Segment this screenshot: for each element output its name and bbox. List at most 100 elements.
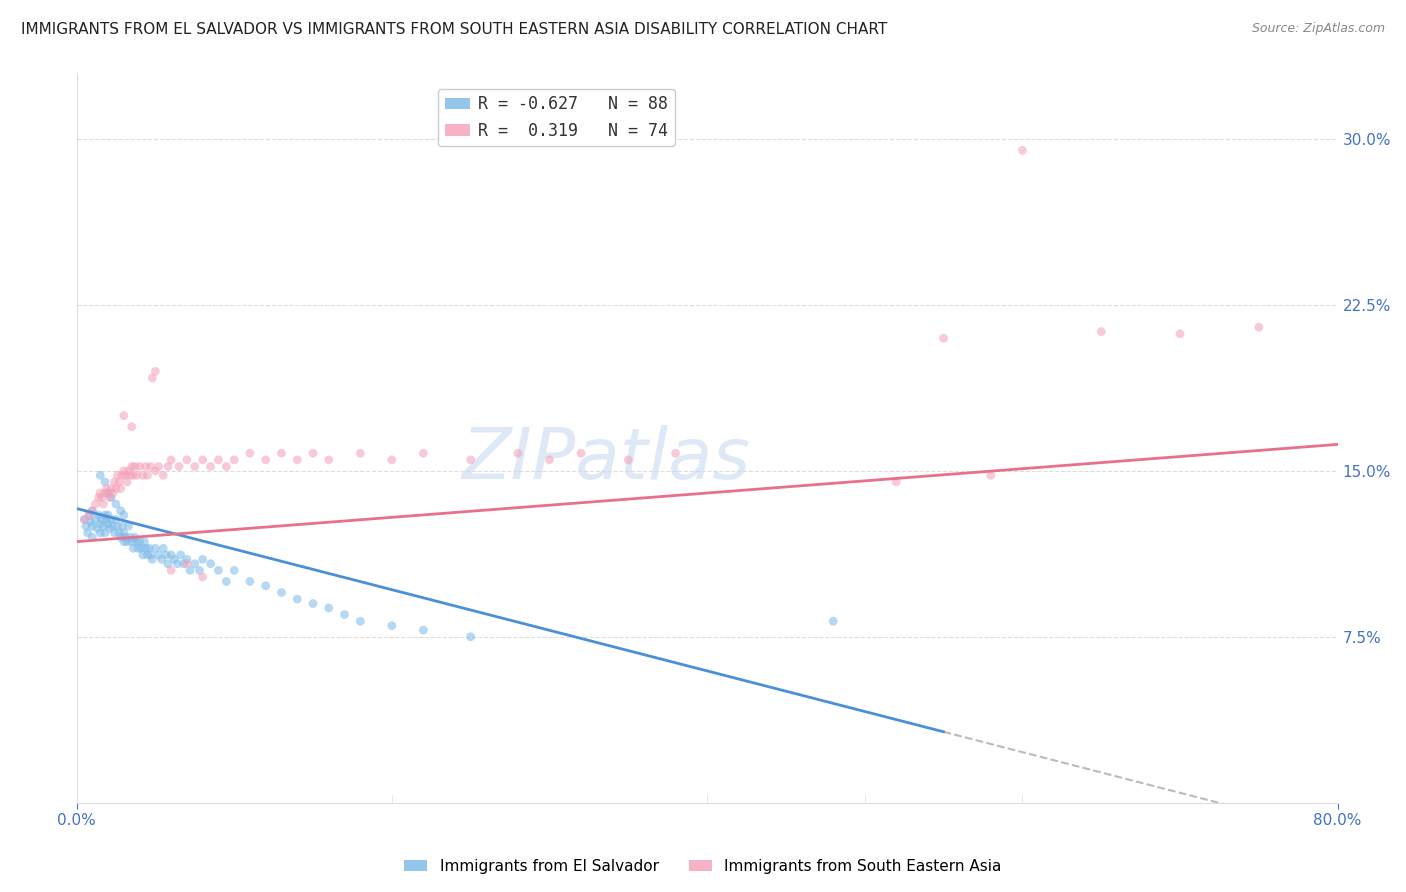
Point [94, 475, 117, 489]
Point [884, 475, 907, 489]
Point [82, 530, 104, 544]
Point [173, 557, 195, 571]
Point [215, 459, 238, 474]
Point [120, 530, 142, 544]
Point [141, 371, 163, 385]
Point [167, 459, 190, 474]
Point [254, 579, 277, 593]
Point [112, 409, 135, 423]
Point [302, 597, 325, 611]
Point [569, 446, 592, 460]
Point [270, 446, 292, 460]
Point [664, 446, 686, 460]
Point [200, 557, 222, 571]
Point [285, 453, 308, 467]
Point [90, 491, 112, 505]
Point [132, 548, 155, 562]
Point [506, 446, 529, 460]
Point [121, 419, 143, 434]
Point [108, 475, 131, 489]
Point [302, 446, 325, 460]
Point [100, 482, 122, 496]
Point [124, 530, 146, 544]
Point [980, 468, 1002, 483]
Point [86, 521, 108, 535]
Point [84, 512, 107, 526]
Point [124, 459, 146, 474]
Point [166, 557, 188, 571]
Point [89, 516, 111, 531]
Point [75, 519, 97, 533]
Point [169, 548, 191, 562]
Point [110, 504, 132, 518]
Point [148, 548, 170, 562]
Point [460, 453, 482, 467]
Point [132, 468, 155, 483]
Point [160, 548, 183, 562]
Point [89, 468, 111, 483]
Point [239, 574, 262, 589]
Point [114, 468, 136, 483]
Point [152, 468, 174, 483]
Point [150, 552, 173, 566]
Point [163, 552, 186, 566]
Point [125, 468, 148, 483]
Point [135, 459, 157, 474]
Point [89, 486, 111, 500]
Point [381, 618, 404, 632]
Point [98, 521, 121, 535]
Point [101, 519, 124, 533]
Point [100, 512, 122, 526]
Point [155, 548, 177, 562]
Point [121, 534, 143, 549]
Point [460, 630, 482, 644]
Point [134, 534, 156, 549]
Legend: Immigrants from El Salvador, Immigrants from South Eastern Asia: Immigrants from El Salvador, Immigrants … [398, 853, 1008, 880]
Point [318, 601, 340, 615]
Point [1168, 326, 1191, 341]
Point [110, 482, 132, 496]
Point [111, 519, 134, 533]
Point [117, 464, 139, 478]
Point [97, 516, 120, 531]
Point [139, 459, 162, 474]
Point [617, 453, 640, 467]
Point [104, 482, 127, 496]
Point [128, 534, 150, 549]
Point [239, 446, 262, 460]
Point [125, 534, 148, 549]
Text: ZIPatlas: ZIPatlas [461, 425, 751, 494]
Point [538, 453, 561, 467]
Point [104, 497, 127, 511]
Point [179, 563, 201, 577]
Point [107, 468, 129, 483]
Point [90, 512, 112, 526]
Point [80, 515, 103, 529]
Point [152, 541, 174, 556]
Point [318, 453, 340, 467]
Point [215, 574, 238, 589]
Point [110, 530, 132, 544]
Point [333, 607, 356, 622]
Point [101, 486, 124, 500]
Point [145, 364, 167, 378]
Point [112, 525, 135, 540]
Point [1090, 325, 1112, 339]
Point [120, 468, 142, 483]
Text: IMMIGRANTS FROM EL SALVADOR VS IMMIGRANTS FROM SOUTH EASTERN ASIA DISABILITY COR: IMMIGRANTS FROM EL SALVADOR VS IMMIGRANT… [21, 22, 887, 37]
Point [96, 482, 118, 496]
Point [176, 557, 198, 571]
Point [112, 534, 135, 549]
Point [176, 453, 198, 467]
Point [73, 512, 96, 526]
Point [128, 459, 150, 474]
Point [200, 459, 222, 474]
Point [84, 497, 107, 511]
Point [1011, 144, 1033, 158]
Point [108, 525, 131, 540]
Point [77, 508, 100, 522]
Point [111, 468, 134, 483]
Point [823, 614, 845, 628]
Point [148, 459, 170, 474]
Point [127, 541, 149, 556]
